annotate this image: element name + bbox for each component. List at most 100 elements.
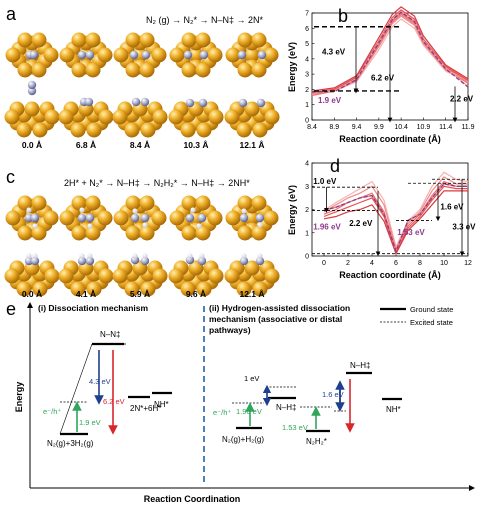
gold-atom: [5, 210, 21, 226]
nitrogen-atom: [197, 213, 207, 223]
gold-atom: [85, 225, 101, 241]
nitrogen-atom: [238, 98, 248, 108]
gold-atom: [59, 47, 75, 63]
gold-atom: [17, 62, 33, 78]
gold-atom: [125, 62, 141, 78]
panel-a-distance-label: 6.8 Å: [76, 140, 96, 150]
series-line: [311, 6, 469, 92]
nitrogen-atom: [239, 256, 249, 266]
gold-atom: [151, 47, 167, 63]
atom-cluster: [224, 98, 280, 138]
gold-atom: [195, 225, 211, 241]
gold-atom: [264, 268, 280, 284]
gold-atom: [196, 281, 212, 297]
annotation-label: 4.3 eV: [322, 47, 346, 56]
atom-cluster: [113, 195, 167, 241]
hydrogen-atom: [87, 253, 93, 259]
gold-atom: [32, 281, 48, 297]
gold-atom: [139, 62, 155, 78]
gold-atom: [44, 109, 60, 125]
gold-atom: [4, 109, 20, 125]
y-tick-label: 0: [305, 254, 309, 261]
gold-atom: [139, 225, 155, 241]
gold-atom: [168, 109, 184, 125]
hydrogen-atom: [32, 223, 38, 229]
panel-b-axes: 8.4 8.9 9.4 9.9 10.4 10.9 11.4 11.9 0 1 2 3 4 5 6 7: [305, 11, 475, 132]
nitrogen-atom: [27, 86, 37, 96]
gold-atom: [251, 32, 267, 48]
nitrogen-atom: [255, 256, 265, 266]
y-tick-label: 4: [305, 161, 309, 168]
gold-atom: [208, 109, 224, 125]
atom-cluster: [224, 253, 280, 297]
gold-atom: [71, 62, 87, 78]
gold-atom: [236, 122, 252, 138]
series-line: [311, 9, 469, 94]
panel-d-annotations: 1.0 eV 2.2 eV 1.96 eV 1.53 eV 1.6 eV 3.3 eV: [312, 177, 476, 257]
series-line: [323, 183, 468, 254]
x-tick-label: 8.9: [329, 124, 339, 131]
annotation-label: 1.9 eV: [318, 96, 342, 105]
nitrogen-atom: [24, 213, 34, 223]
nitrogen-atom: [27, 80, 37, 90]
gold-atom: [70, 281, 86, 297]
nitrogen-atom: [199, 50, 209, 60]
gold-atom: [188, 210, 204, 226]
gold-atom: [125, 225, 141, 241]
series-line: [311, 13, 469, 97]
nitrogen-atom: [84, 97, 94, 107]
atom-cluster: [59, 32, 113, 78]
gold-atom: [124, 122, 140, 138]
y-tick-label: 3: [305, 72, 309, 79]
right-mechanism-title-2: mechanism (associative or distal: [209, 314, 342, 324]
gold-atom: [152, 109, 168, 125]
gold-atom: [85, 62, 101, 78]
gold-atom: [151, 210, 167, 226]
hydrogen-atom: [257, 253, 263, 259]
nitrogen-atom: [77, 256, 87, 266]
gold-atom: [17, 32, 33, 48]
hydrogen-atom: [132, 253, 138, 259]
left-ts-label: N–N‡: [100, 330, 120, 339]
gold-atom: [139, 32, 155, 48]
gold-atom: [237, 195, 253, 211]
atom-cluster: [112, 253, 168, 297]
y-tick-label: 4: [305, 56, 309, 63]
nitrogen-atom: [197, 256, 207, 266]
panel-a-reaction: N₂ (g) → N₂* → N–N‡ → 2N*: [146, 15, 264, 25]
panel-a-clusters: [4, 32, 280, 138]
x-tick-label: 8.4: [307, 124, 317, 131]
hydrogen-atom: [87, 223, 93, 229]
gold-atom: [17, 195, 33, 211]
gold-atom: [31, 62, 47, 78]
gold-atom: [207, 210, 223, 226]
left-1-9-label: 1.9 eV: [79, 418, 101, 427]
annotation-label: 3.3 eV: [452, 222, 476, 231]
atom-cluster: [225, 32, 279, 78]
x-tick-label: 9.4: [352, 124, 362, 131]
gold-atom: [244, 210, 260, 226]
atom-cluster: [4, 80, 60, 138]
gold-atom: [237, 62, 253, 78]
gold-atom: [140, 281, 156, 297]
gold-atom: [168, 268, 184, 284]
series-line: [323, 190, 468, 256]
hydrogen-atom: [32, 253, 38, 259]
hydrogen-atom: [190, 207, 196, 213]
right-ts2-label: N–H‡: [350, 361, 370, 370]
hydrogen-atom: [79, 253, 85, 259]
panel-e-xlabel: Reaction Coordination: [144, 494, 241, 504]
nitrogen-atom: [198, 98, 208, 108]
x-tick-label: 4: [370, 260, 374, 267]
annotation-label: 1.6 eV: [440, 203, 464, 212]
gold-atom: [264, 109, 280, 125]
gold-atom: [31, 195, 47, 211]
hydrogen-atom: [26, 207, 32, 213]
y-tick-label: 0: [305, 118, 309, 125]
nitrogen-atom: [185, 213, 195, 223]
gold-atom: [113, 210, 129, 226]
gold-atom: [44, 268, 60, 284]
atom-cluster: [169, 32, 223, 78]
